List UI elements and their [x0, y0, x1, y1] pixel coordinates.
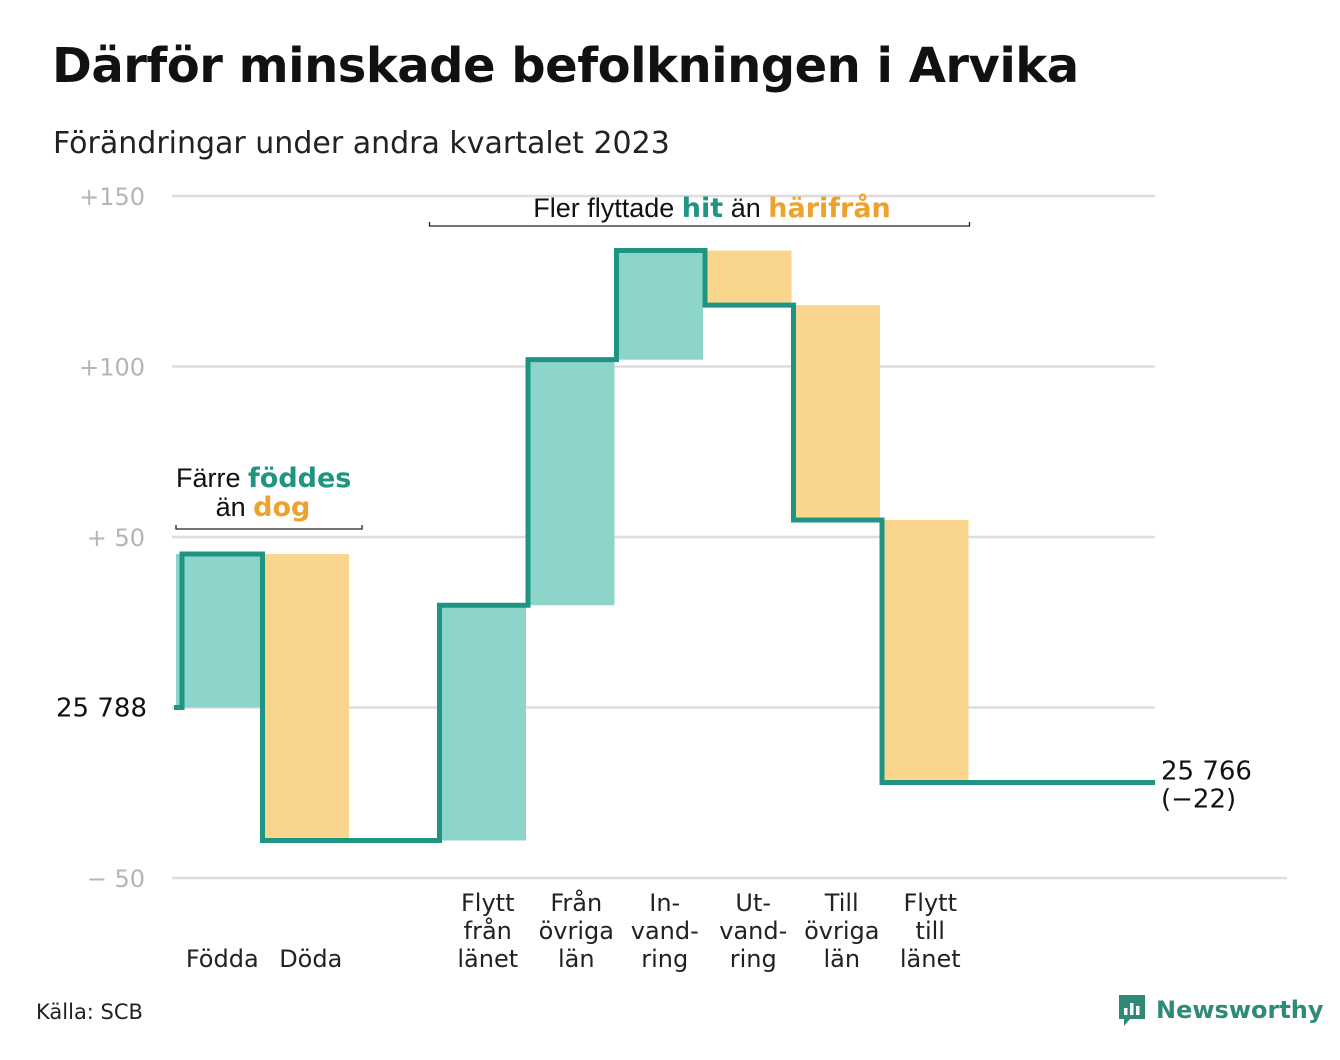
x-category-label: Döda	[279, 945, 342, 973]
x-category-label: länet	[457, 945, 518, 973]
annotation-moves-mid: än	[730, 193, 761, 223]
bar	[176, 554, 261, 708]
running-total-line	[174, 248, 1155, 843]
bar-chart-speech-bubble-icon	[1119, 995, 1145, 1026]
y-tick-labels: +150 +100 + 50 − 50	[79, 183, 145, 893]
x-category-label: vand-	[631, 917, 699, 945]
bars	[176, 250, 969, 841]
chart-title: Därför minskade befolkningen i Arvika	[52, 38, 1079, 94]
bar	[264, 554, 349, 841]
annotation-brackets	[175, 222, 971, 530]
bar	[441, 605, 526, 841]
x-category-label: Till	[824, 889, 859, 917]
x-category-label: ring	[730, 945, 777, 973]
annotation-moves-pre: Fler flyttade	[533, 193, 675, 223]
x-category-label: Från	[550, 888, 602, 917]
x-category-label: övriga	[539, 917, 614, 945]
running-total-path	[174, 248, 1155, 843]
y-tick-label: +150	[79, 183, 145, 211]
moves-bracket	[428, 222, 971, 227]
bar	[530, 359, 615, 606]
x-category-label: Flytt	[904, 889, 958, 917]
end-value-label: 25 766	[1161, 757, 1252, 787]
x-category-labels: Födda DödaFlyttfrånlänetFrånövrigalänIn-v…	[186, 888, 961, 973]
chart-subtitle: Förändringar under andra kvartalet 2023	[53, 126, 670, 161]
x-category-label: län	[558, 945, 595, 973]
annotation-moves-hit: hit	[681, 193, 724, 224]
logo-name: Newsworthy	[1156, 996, 1324, 1024]
x-category-label: länet	[900, 945, 961, 973]
value-labels: 25 788 25 766(−22)	[56, 694, 1252, 815]
start-value-label: 25 788	[56, 694, 147, 724]
y-tick-label: + 50	[87, 524, 145, 552]
x-category-label: In-	[649, 889, 680, 917]
x-category-label: ring	[641, 945, 688, 973]
bar	[884, 519, 969, 783]
x-category-label: övriga	[804, 917, 879, 945]
annotation-moves: Fler flyttade hit än härifrån	[442, 193, 982, 224]
y-tick-label: +100	[79, 354, 145, 382]
x-category-label: vand-	[719, 917, 787, 945]
source-note: Källa: SCB	[36, 1000, 143, 1024]
end-change-label: (−22)	[1161, 785, 1236, 815]
annotation-births-away: dog	[253, 492, 311, 523]
bar	[795, 305, 880, 520]
annotation-moves-away: härifrån	[768, 193, 891, 224]
annotation-births-pre: Färre	[176, 463, 241, 493]
annotation-births: Färre föddes än dog	[176, 463, 352, 522]
annotation-births-hit: föddes	[248, 463, 352, 494]
x-category-label: till	[916, 917, 945, 945]
annotation-births-line1: Färre föddes	[176, 463, 352, 494]
x-category-label: Ut-	[735, 889, 771, 917]
bar	[707, 250, 792, 306]
x-category-label: Födda	[186, 945, 259, 973]
annotation-births-line2-pre: än	[215, 492, 246, 522]
newsworthy-logo: Newsworthy	[1116, 992, 1324, 1028]
x-category-label: län	[823, 945, 860, 973]
x-category-label: Flytt	[461, 889, 515, 917]
births-bracket	[175, 525, 363, 530]
y-tick-label: − 50	[87, 865, 145, 893]
annotation-births-line2: än dog	[176, 493, 350, 522]
x-category-label: från	[464, 916, 512, 945]
bar	[618, 250, 703, 360]
